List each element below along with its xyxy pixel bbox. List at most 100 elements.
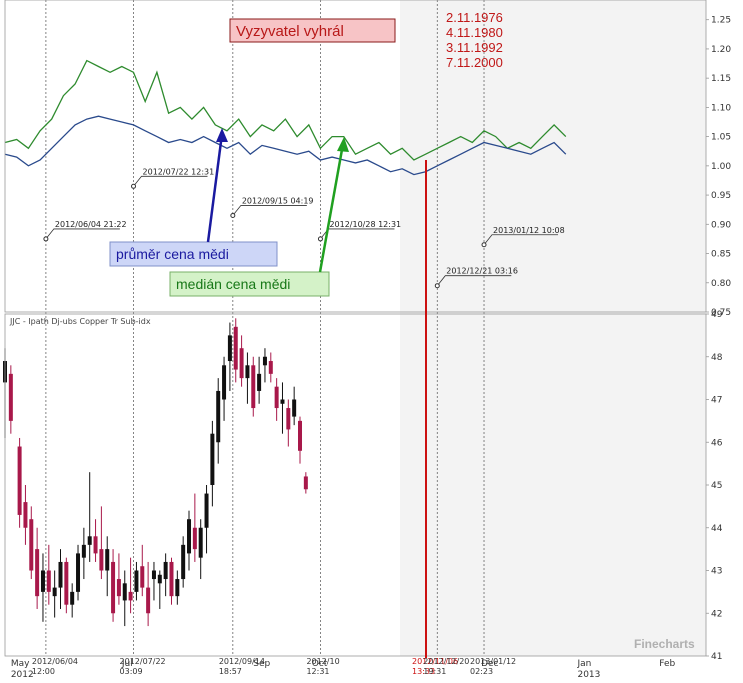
candle-body-7 — [46, 570, 51, 592]
candle-body-31 — [187, 519, 192, 554]
marker-point-3 — [317, 236, 323, 242]
watermark: Finecharts — [634, 637, 695, 651]
election-date-3: 3.11.1992 — [446, 40, 503, 55]
candle-body-29 — [175, 579, 180, 597]
candle-body-18 — [111, 561, 116, 614]
candle-body-25 — [151, 570, 156, 580]
lower-y-tick-5: 44 — [711, 524, 723, 534]
candle-body-10 — [64, 561, 69, 605]
axes: 1.25 1.20 1.15 1.10 1.05 1.00 0.95 0.90 0.85 0.80… — [4, 0, 731, 680]
candle-body-41 — [245, 365, 250, 379]
date-label-0-0: 2012/06/04 — [32, 657, 78, 666]
candle-body-17 — [105, 549, 110, 571]
candle-body-12 — [76, 553, 81, 592]
lower-y-tick-1: 48 — [711, 353, 723, 363]
date-label-2-1: 18:57 — [219, 667, 242, 676]
lower-y-tick-0: 49 — [711, 310, 723, 320]
marker-label-3: 2012/10/28 12:31 — [329, 220, 401, 229]
candle-body-20 — [122, 583, 127, 601]
upper-y-tick-5: 1.00 — [711, 162, 731, 172]
date-label-4-0: 2012/12/20 — [423, 657, 469, 666]
month-label-5-1: 2013 — [577, 670, 600, 680]
shaded-region — [400, 0, 706, 656]
upper-y-tick-1: 1.20 — [711, 45, 731, 55]
average-arrow — [206, 133, 224, 243]
candle-body-44 — [262, 356, 267, 366]
candle-body-33 — [198, 527, 203, 558]
candle-body-45 — [268, 361, 273, 374]
candle-body-34 — [204, 493, 209, 528]
candle-body-39 — [233, 326, 238, 370]
candle-body-36 — [216, 390, 221, 443]
date-label-0-1: 12:00 — [32, 667, 55, 676]
upper-y-tick-9: 0.80 — [711, 279, 731, 289]
candle-body-48 — [286, 408, 291, 430]
candle-body-23 — [140, 566, 145, 588]
month-label-0-1: 2012 — [11, 670, 34, 680]
ratio-line-panel: 2012/06/04 21:22 2012/07/22 12:31 2012/09/… — [4, 59, 567, 289]
candle-body-15 — [93, 536, 98, 554]
candle-body-16 — [99, 549, 104, 571]
month-label-6-0: Feb — [659, 659, 675, 669]
series-median — [4, 59, 567, 161]
date-label-1-0: 2012/07/22 — [120, 657, 166, 666]
marker-label-5: 2013/01/12 10:08 — [493, 226, 565, 235]
marker-leader-4 — [436, 275, 512, 286]
median-arrowhead — [337, 137, 349, 152]
date-label-2-0: 2012/09/14 — [219, 657, 265, 666]
red-date-label-1: 13:33 — [412, 667, 435, 676]
upper-y-tick-10: 0.75 — [711, 308, 731, 318]
candle-body-24 — [146, 587, 151, 614]
candlestick-panel — [3, 318, 308, 627]
median-box — [169, 271, 330, 297]
average-label: průměr cena mědi — [116, 246, 229, 262]
candle-body-4 — [29, 519, 34, 571]
marker-leader-1 — [133, 175, 208, 187]
candle-body-3 — [23, 502, 28, 528]
lower-y-tick-7: 42 — [711, 609, 722, 619]
election-date-1: 2.11.1976 — [446, 10, 503, 25]
candle-body-11 — [70, 591, 75, 605]
upper-y-tick-4: 1.05 — [711, 133, 731, 143]
candle-body-47 — [280, 399, 285, 404]
candle-body-1 — [8, 373, 13, 421]
candle-body-27 — [163, 561, 168, 580]
candle-body-32 — [192, 527, 197, 550]
candle-body-46 — [274, 386, 279, 409]
chart-background-layer — [400, 0, 706, 656]
candle-body-14 — [87, 536, 92, 545]
election-date-2: 4.11.1980 — [446, 25, 503, 40]
election-date-4: 7.11.2000 — [446, 55, 503, 70]
upper-y-tick-6: 0.95 — [711, 191, 731, 201]
date-label-1-1: 03:09 — [120, 667, 143, 676]
lower-y-tick-4: 45 — [711, 481, 722, 491]
date-label-3-1: 12:31 — [306, 667, 329, 676]
candle-body-50 — [298, 420, 303, 451]
median-arrow — [318, 143, 345, 273]
month-label-0-0: May — [11, 659, 30, 669]
candle-body-37 — [222, 365, 227, 400]
upper-y-tick-8: 0.85 — [711, 250, 731, 260]
candle-body-28 — [169, 561, 174, 597]
candle-body-21 — [128, 591, 133, 601]
average-arrowhead — [216, 128, 228, 142]
candle-body-5 — [35, 549, 40, 597]
candle-body-8 — [52, 587, 57, 597]
candle-body-38 — [227, 335, 232, 362]
marker-label-1: 2012/07/22 12:31 — [143, 167, 215, 176]
month-label-4-0: Dec — [481, 659, 498, 669]
red-date-label-0: 2012/11/06 — [412, 657, 458, 666]
month-label-1-0: Jul — [121, 659, 133, 669]
candlestick-title: JJC - Ipath Dj-ubs Copper Tr Sub-idx — [9, 317, 151, 326]
marker-leader-0 — [45, 228, 120, 240]
month-label-5-0: Jan — [576, 659, 591, 669]
date-label-5-0: 2013/01/12 — [470, 657, 516, 666]
average-box — [109, 241, 278, 267]
marker-point-0 — [43, 236, 49, 242]
candle-body-42 — [251, 365, 256, 409]
candle-body-6 — [40, 570, 45, 592]
lower-y-tick-3: 46 — [711, 438, 723, 448]
month-label-2-0: Sep — [253, 659, 270, 669]
marker-point-4 — [434, 283, 440, 289]
candle-body-19 — [116, 579, 121, 597]
